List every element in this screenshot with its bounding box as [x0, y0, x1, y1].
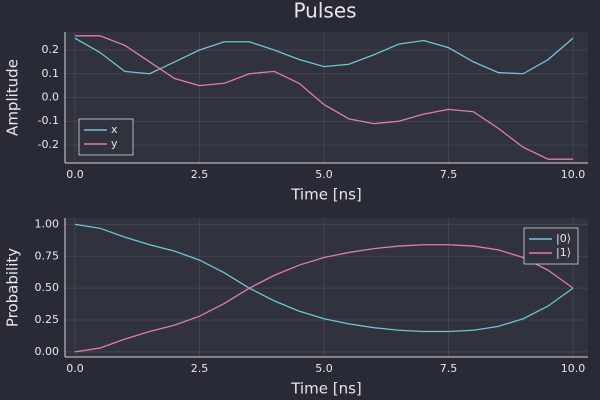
y-axis-label: Amplitude — [4, 59, 22, 136]
y-tick-label: -0.2 — [38, 138, 59, 151]
x-tick-label: 2.5 — [191, 168, 209, 181]
legend-label: |0⟩ — [556, 232, 571, 245]
x-tick-label: 0.0 — [66, 362, 84, 375]
x-tick-label: 5.0 — [315, 168, 333, 181]
legend-box — [78, 118, 134, 156]
y-axis-label: Probability — [4, 248, 22, 327]
y-tick-label: 1.00 — [35, 217, 60, 230]
plot-area — [65, 218, 588, 357]
y-tick-label: 0.1 — [42, 67, 60, 80]
y-tick-label: 0.0 — [42, 91, 60, 104]
y-tick-label: 0.50 — [35, 281, 60, 294]
y-tick-label: 0.25 — [35, 313, 60, 326]
series-line — [74, 244, 574, 353]
x-axis-label: Time [ns] — [290, 380, 362, 398]
y-tick-label: 0.75 — [35, 249, 60, 262]
series-line — [74, 37, 574, 75]
x-tick-label: 5.0 — [315, 362, 333, 375]
legend-label: y — [111, 137, 118, 150]
figure-title: Pulses — [293, 0, 356, 23]
x-tick-label: 2.5 — [191, 362, 209, 375]
x-tick-label: 10.0 — [561, 168, 586, 181]
legend-label: x — [111, 123, 118, 136]
x-tick-label: 7.5 — [440, 362, 458, 375]
x-tick-label: 0.0 — [66, 168, 84, 181]
y-tick-label: 0.00 — [35, 345, 60, 358]
series-line — [74, 35, 574, 160]
y-tick-label: 0.2 — [42, 43, 60, 56]
x-axis-label: Time [ns] — [290, 186, 362, 204]
series-line — [74, 223, 574, 333]
y-tick-label: -0.1 — [38, 114, 59, 127]
legend-label: |1⟩ — [556, 246, 571, 259]
x-tick-label: 7.5 — [440, 168, 458, 181]
legend-box — [523, 227, 579, 265]
x-tick-label: 10.0 — [561, 362, 586, 375]
